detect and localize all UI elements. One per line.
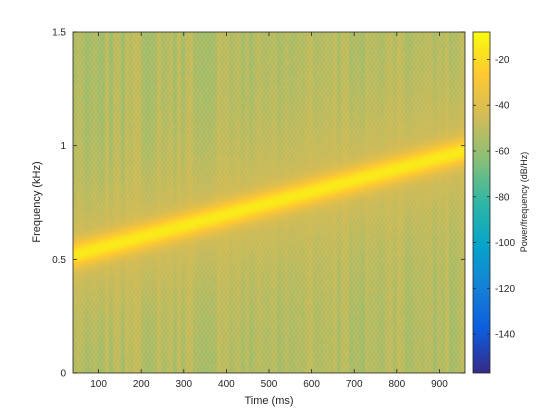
x-tick-label: 200 — [133, 379, 150, 390]
x-tick-label: 400 — [218, 379, 235, 390]
x-tick-label: 500 — [261, 379, 278, 390]
colorbar-tick-label: -140 — [495, 330, 515, 341]
heatmap-area — [72, 31, 466, 374]
x-tick-label: 300 — [175, 379, 192, 390]
y-tick-label: 1.5 — [52, 28, 66, 39]
y-tick-label: 0.5 — [52, 255, 66, 266]
x-axis-label: Time (ms) — [244, 395, 293, 407]
colorbar-tick-label: -60 — [495, 147, 510, 158]
colorbar-tick-label: -40 — [495, 101, 510, 112]
x-tick-label: 900 — [431, 379, 448, 390]
colorbar-tick-label: -100 — [495, 238, 515, 249]
colorbar: -20 -40 -60 -80 -100 -120 -140 Power/frequency… — [472, 31, 529, 374]
colorbar-tick-label: -120 — [495, 284, 515, 295]
x-axis: 100 200 300 400 500 600 700 800 900 — [90, 32, 448, 390]
colorbar-tick-label: -20 — [495, 55, 510, 66]
y-tick-label: 0 — [60, 369, 66, 380]
x-tick-label: 600 — [303, 379, 320, 390]
x-tick-label: 100 — [90, 379, 107, 390]
colorbar-tick-label: -80 — [495, 192, 510, 203]
y-tick-label: 1 — [60, 141, 66, 152]
colorbar-gradient — [472, 31, 491, 374]
colorbar-label: Power/frequency (dB/Hz) — [519, 152, 529, 253]
heatmap-image — [73, 32, 465, 373]
y-axis: 0 0.5 1 1.5 — [52, 28, 465, 380]
x-tick-label: 800 — [388, 379, 405, 390]
x-tick-label: 700 — [346, 379, 363, 390]
y-axis-label: Frequency (kHz) — [31, 161, 43, 242]
colorbar-ticks: -20 -40 -60 -80 -100 -120 -140 — [473, 55, 515, 341]
